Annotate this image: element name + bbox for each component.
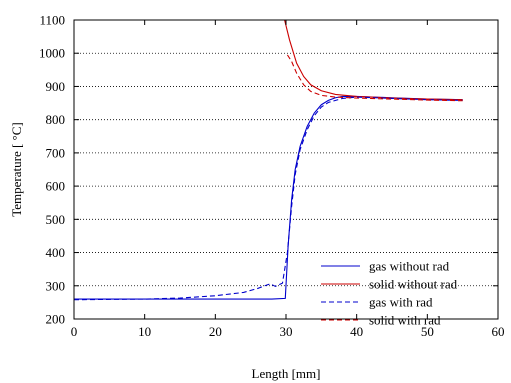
series-line-solid-with-rad — [286, 54, 463, 102]
x-tick-label: 20 — [209, 324, 222, 339]
y-tick-label: 1000 — [39, 46, 65, 61]
x-tick-label: 0 — [71, 324, 78, 339]
plot-frame — [73, 19, 499, 320]
legend-label: solid without rad — [369, 277, 458, 292]
x-axis-label: Length [mm] — [252, 366, 321, 381]
x-tick-label: 40 — [350, 324, 363, 339]
y-tick-label: 800 — [46, 112, 66, 127]
series-line-solid-without-rad — [284, 19, 463, 101]
y-tick-label: 900 — [46, 79, 66, 94]
legend: gas without rad solid without rad gas with… — [321, 259, 458, 328]
x-tick-label: 50 — [421, 324, 434, 339]
y-tick-label: 500 — [46, 212, 66, 227]
series-line-gas-with-rad — [73, 96, 463, 301]
x-tick-label: 10 — [138, 324, 151, 339]
grid-lines — [74, 52, 498, 287]
y-tick-label: 200 — [46, 312, 66, 327]
y-axis-label: Temperature [ °C] — [9, 122, 24, 217]
y-tick-label: 600 — [46, 179, 66, 194]
x-tick-label: 60 — [492, 324, 505, 339]
y-tick-label: 300 — [46, 278, 66, 293]
legend-label: gas without rad — [369, 259, 450, 274]
x-tick-labels: 0 10 20 30 40 50 60 — [71, 324, 505, 339]
y-tick-label: 700 — [46, 145, 66, 160]
legend-label: gas with rad — [369, 295, 433, 310]
legend-label: solid with rad — [369, 313, 441, 328]
x-tick-label: 30 — [280, 324, 293, 339]
y-tick-label: 1100 — [39, 13, 65, 28]
y-tick-label: 400 — [46, 245, 66, 260]
series-lines — [73, 19, 463, 301]
axis-ticks — [73, 19, 499, 320]
y-tick-labels: 200 300 400 500 600 700 800 900 1000 1100 — [39, 13, 65, 327]
